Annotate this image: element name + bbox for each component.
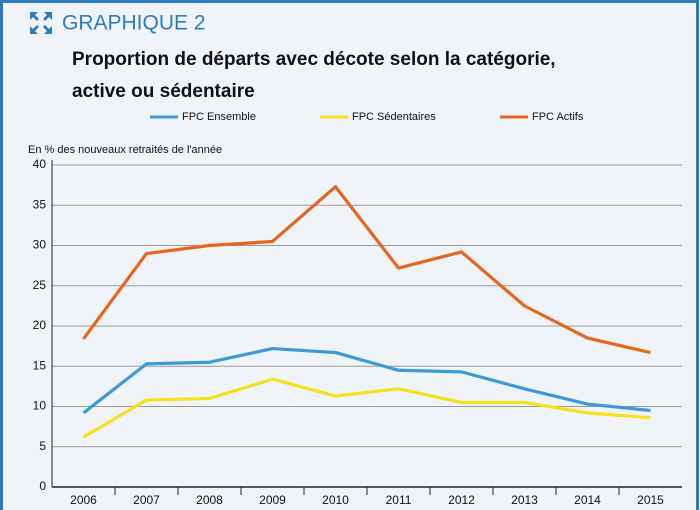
legend-label: FPC Actifs [532, 111, 584, 123]
series-line [82, 377, 651, 439]
x-tick-label: 2008 [196, 493, 223, 507]
x-tick-label: 2013 [511, 493, 538, 507]
chart-title: GRAPHIQUE 2 [62, 12, 206, 35]
x-tick-label: 2012 [448, 493, 475, 507]
x-tick-label: 2009 [259, 493, 286, 507]
x-tick-label: 2007 [133, 493, 160, 507]
expand-icon [30, 12, 52, 34]
x-tick-label: 2015 [637, 493, 664, 507]
series-line [82, 185, 651, 355]
y-tick-label: 25 [33, 278, 47, 292]
legend-label: FPC Sédentaires [352, 111, 436, 123]
x-tick-label: 2010 [322, 493, 349, 507]
legend-label: FPC Ensemble [182, 111, 256, 123]
y-tick-label: 35 [33, 197, 47, 211]
y-axis-label: En % des nouveaux retraités de l'année [28, 144, 222, 156]
y-tick-label: 15 [33, 358, 47, 372]
x-tick-label: 2006 [70, 493, 97, 507]
y-tick-label: 40 [33, 157, 47, 171]
y-tick-label: 20 [33, 318, 47, 332]
x-tick-label: 2014 [574, 493, 601, 507]
y-tick-label: 30 [33, 238, 47, 252]
y-tick-label: 10 [33, 399, 47, 413]
y-tick-label: 0 [39, 479, 46, 493]
series-line [82, 346, 651, 415]
x-tick-label: 2011 [386, 493, 412, 507]
y-tick-label: 5 [39, 439, 46, 453]
chart-subtitle: Proportion de départs avec décote selon … [72, 49, 556, 102]
